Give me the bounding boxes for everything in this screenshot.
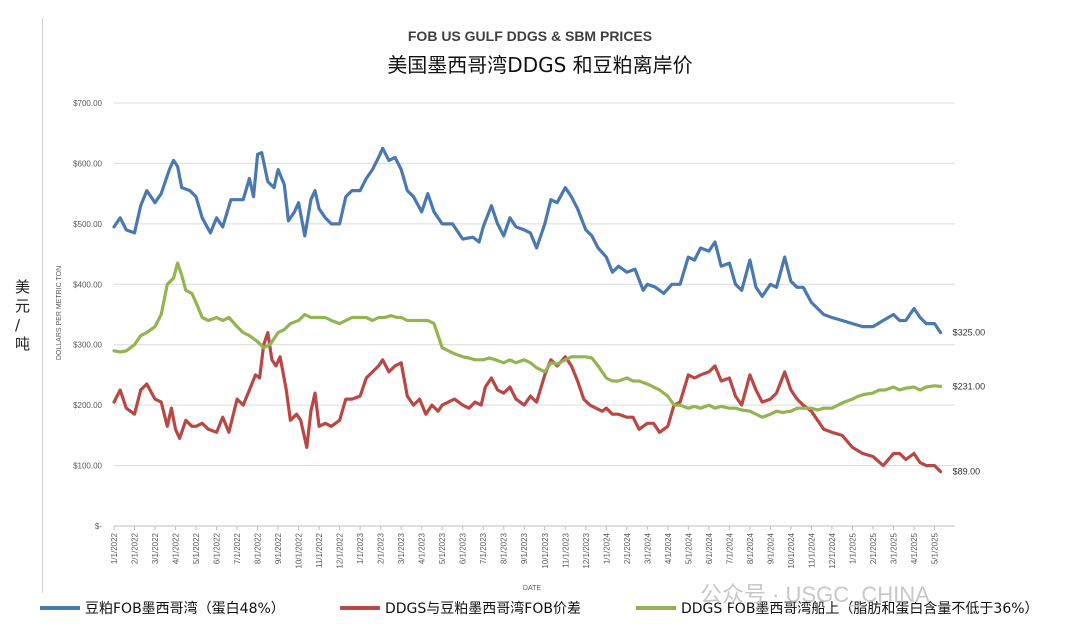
x-axis-ticks: 1/1/2022 2/1/2022 3/1/2022 4/1/2022 5/1/2022… <box>110 526 939 569</box>
x-tick-label: 11/1/2024 <box>807 532 816 568</box>
x-tick-label: 11/1/2023 <box>561 532 570 568</box>
x-tick-label: 7/1/2024 <box>725 532 734 564</box>
x-tick-label: 9/1/2022 <box>274 532 283 564</box>
legend-label-3: DDGS FOB墨西哥湾船上（脂肪和蛋白含量不低于36%） <box>681 600 1039 617</box>
x-tick-label: 5/1/2025 <box>930 532 939 564</box>
x-tick-label: 9/1/2023 <box>520 532 529 564</box>
series-lines <box>112 146 943 474</box>
legend: 豆粕FOB墨西哥湾（蛋白48%） DDGS与豆粕墨西哥湾FOB价差 DDGS FOB… <box>40 600 1039 617</box>
x-tick-label: 8/1/2022 <box>254 532 263 564</box>
end-value-label-2: $89.00 <box>953 467 981 477</box>
x-tick-label: 3/1/2025 <box>889 532 898 564</box>
y-tick-label: $300.00 <box>73 341 102 350</box>
series-line-1 <box>112 146 943 335</box>
end-labels: $325.00 $89.00 $231.00 <box>953 328 986 477</box>
x-tick-label: 12/1/2023 <box>582 532 591 568</box>
gridlines <box>114 102 955 527</box>
y-axis-title: DOLLARS PER METRIC TON <box>56 266 63 360</box>
x-tick-label: 12/1/2024 <box>828 532 837 568</box>
x-tick-label: 8/1/2023 <box>500 532 509 564</box>
y-tick-label: $- <box>95 522 102 531</box>
x-tick-label: 10/1/2024 <box>787 532 796 568</box>
y-tick-label: $100.00 <box>73 462 102 471</box>
y-axis-unit-cn: 美元/吨 <box>15 278 30 353</box>
y-axis-ticks: $- $100.00 $200.00 $300.00 $400.00 $500.00 $60… <box>73 99 102 531</box>
x-tick-label: 1/1/2025 <box>848 532 857 564</box>
y-tick-label: $600.00 <box>73 159 102 168</box>
x-tick-label: 2/1/2025 <box>869 532 878 564</box>
x-tick-label: 10/1/2022 <box>295 532 304 568</box>
x-tick-label: 6/1/2022 <box>213 532 222 564</box>
x-tick-label: 1/1/2024 <box>602 532 611 564</box>
x-axis-title: DATE <box>523 585 541 592</box>
x-tick-label: 2/1/2022 <box>131 532 140 564</box>
chart-subtitle: 美国墨西哥湾DDGS 和豆粕离岸价 <box>387 53 692 77</box>
x-tick-label: 11/1/2022 <box>315 532 324 568</box>
legend-label-2: DDGS与豆粕墨西哥湾FOB价差 <box>385 600 581 617</box>
x-tick-label: 2/1/2023 <box>377 532 386 564</box>
series-line-2 <box>112 331 943 474</box>
x-tick-label: 5/1/2023 <box>438 532 447 564</box>
x-tick-label: 4/1/2025 <box>910 532 919 564</box>
x-tick-label: 4/1/2024 <box>664 532 673 564</box>
y-tick-label: $500.00 <box>73 220 102 229</box>
y-tick-label: $700.00 <box>73 99 102 108</box>
x-tick-label: 4/1/2022 <box>172 532 181 564</box>
x-tick-label: 5/1/2024 <box>684 532 693 564</box>
x-tick-label: 4/1/2023 <box>418 532 427 564</box>
x-tick-label: 1/1/2023 <box>356 532 365 564</box>
y-tick-label: $400.00 <box>73 280 102 289</box>
x-tick-label: 7/1/2023 <box>479 532 488 564</box>
x-tick-label: 10/1/2023 <box>541 532 550 568</box>
x-tick-label: 5/1/2022 <box>192 532 201 564</box>
chart-title: FOB US GULF DDGS & SBM PRICES <box>408 28 652 44</box>
x-tick-label: 6/1/2024 <box>705 532 714 564</box>
x-tick-label: 12/1/2022 <box>336 532 345 568</box>
x-tick-label: 9/1/2024 <box>766 532 775 564</box>
x-tick-label: 6/1/2023 <box>459 532 468 564</box>
y-tick-label: $200.00 <box>73 401 102 410</box>
x-tick-label: 7/1/2022 <box>233 532 242 564</box>
x-tick-label: 2/1/2024 <box>623 532 632 564</box>
end-value-label-3: $231.00 <box>953 381 986 391</box>
x-tick-label: 1/1/2022 <box>110 532 119 564</box>
legend-label-1: 豆粕FOB墨西哥湾（蛋白48%） <box>85 600 285 617</box>
watermark-text: 公众号 · USGC_CHINA <box>700 582 930 607</box>
x-tick-label: 3/1/2023 <box>397 532 406 564</box>
end-value-label-1: $325.00 <box>953 328 986 338</box>
series-line-3 <box>112 261 943 419</box>
x-tick-label: 3/1/2024 <box>643 532 652 564</box>
frame-divider-line <box>42 18 43 593</box>
x-tick-label: 3/1/2022 <box>151 532 160 564</box>
x-tick-label: 8/1/2024 <box>746 532 755 564</box>
